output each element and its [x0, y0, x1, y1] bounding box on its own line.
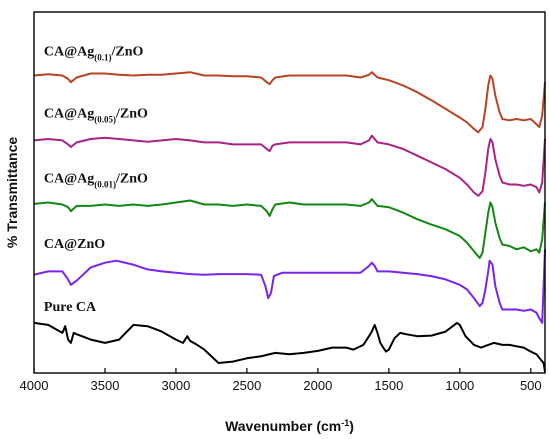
- x-tick-label-1: 3500: [91, 378, 120, 393]
- series-layer: [33, 71, 546, 372]
- series-label-4: CA@Ag(0.1)/ZnO: [44, 44, 144, 62]
- series-label-1: CA@ZnO: [44, 237, 105, 252]
- series-line-4: [33, 71, 546, 134]
- series-line-0: [33, 321, 546, 372]
- x-axis-title: Wavenumber (cm-1): [225, 418, 354, 434]
- x-tick-label-0: 4000: [20, 378, 49, 393]
- series-line-1: [33, 249, 546, 324]
- series-line-2: [33, 198, 546, 259]
- x-tick-label-6: 1000: [445, 378, 474, 393]
- x-tick-label-7: 500: [520, 378, 542, 393]
- x-tick-label-4: 2000: [303, 378, 332, 393]
- x-tick-label-5: 1500: [374, 378, 403, 393]
- y-axis-title: % Transmittance: [4, 137, 20, 248]
- x-tick-label-2: 3000: [161, 378, 190, 393]
- series-line-3: [33, 134, 546, 197]
- plot-area-frame: [33, 11, 546, 374]
- x-axis-ticks: 4000 3500 3000 2500 2000 1500 1000 500: [20, 368, 542, 393]
- x-tick-label-3: 2500: [232, 378, 261, 393]
- series-labels: Pure CA CA@ZnO CA@Ag(0.01)/ZnO CA@Ag(0.05)/…: [44, 44, 148, 314]
- series-label-2: CA@Ag(0.01)/ZnO: [44, 171, 148, 189]
- series-label-0: Pure CA: [44, 300, 97, 315]
- series-label-3: CA@Ag(0.05)/ZnO: [44, 107, 148, 125]
